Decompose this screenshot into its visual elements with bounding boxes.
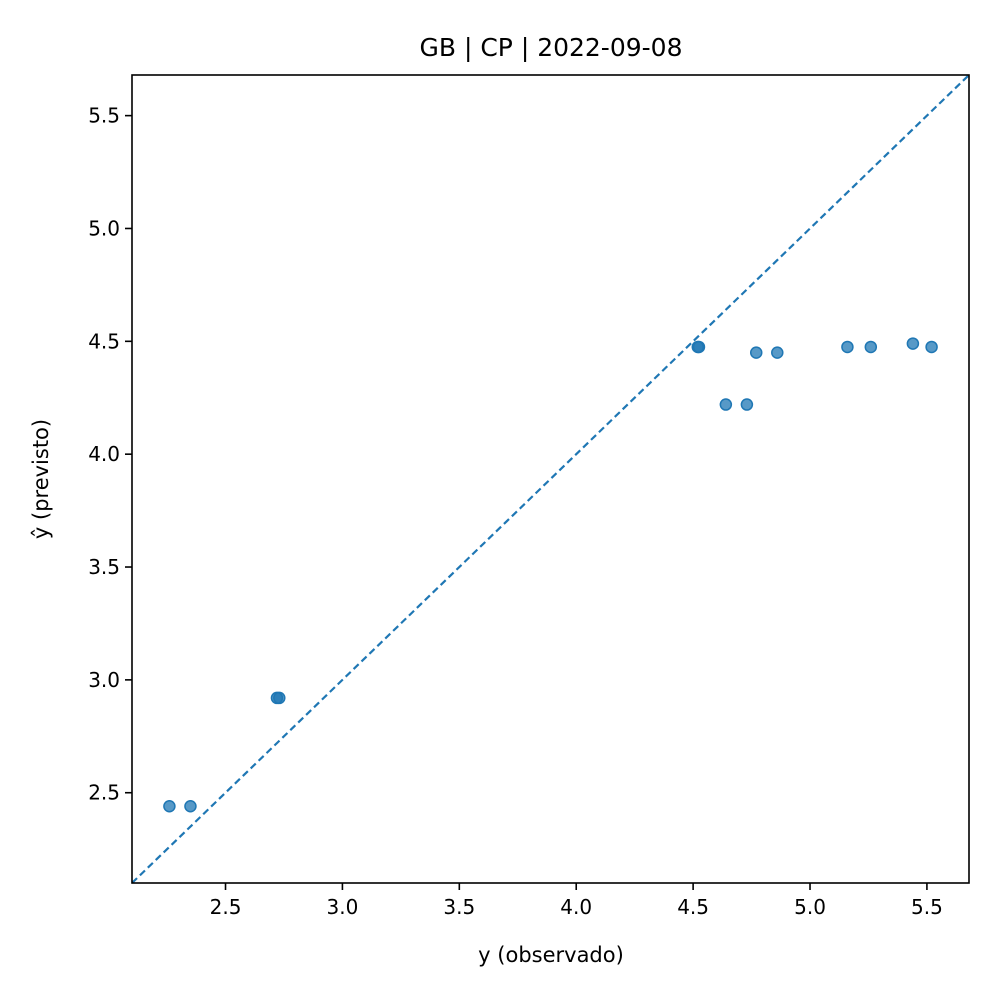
data-point — [841, 340, 854, 354]
data-point — [771, 346, 784, 359]
x-tick-label: 2.5 — [210, 895, 242, 919]
identity-reference-line — [131, 74, 970, 884]
data-point — [864, 340, 878, 354]
y-tick-label: 5.0 — [88, 216, 120, 240]
plot-frame — [131, 74, 970, 884]
y-tick-label: 4.0 — [88, 442, 120, 466]
y-axis-label: ŷ (previsto) — [29, 419, 53, 539]
reference-line-layer — [131, 74, 970, 884]
x-tick-label: 4.5 — [677, 895, 709, 919]
data-point — [273, 691, 286, 705]
x-axis-label: y (observado) — [478, 943, 624, 967]
y-tick-label: 5.5 — [88, 104, 120, 128]
data-point — [719, 398, 733, 411]
x-axis: 2.5 3.0 3.5 4.0 4.5 5.0 5.5 — [210, 883, 943, 919]
points-layer — [163, 337, 938, 813]
data-point — [749, 346, 763, 359]
plot-area — [131, 74, 970, 884]
data-point — [692, 340, 706, 354]
x-tick-label: 3.0 — [327, 895, 359, 919]
data-point — [906, 337, 920, 350]
data-point — [925, 340, 938, 354]
y-tick-label: 3.0 — [88, 668, 120, 692]
y-tick-label: 4.5 — [88, 329, 120, 353]
y-tick-label: 2.5 — [88, 781, 120, 805]
chart-title: GB | CP | 2022-09-08 — [420, 33, 683, 62]
y-axis: 2.5 3.0 3.5 4.0 4.5 5.0 5.5 — [88, 104, 132, 805]
data-point — [740, 398, 754, 411]
x-tick-label: 3.5 — [443, 895, 475, 919]
y-tick-label: 3.5 — [88, 555, 120, 579]
data-point — [163, 800, 176, 813]
x-tick-label: 5.5 — [911, 895, 943, 919]
x-tick-label: 4.0 — [560, 895, 592, 919]
data-point — [184, 800, 197, 813]
x-tick-label: 5.0 — [794, 895, 826, 919]
